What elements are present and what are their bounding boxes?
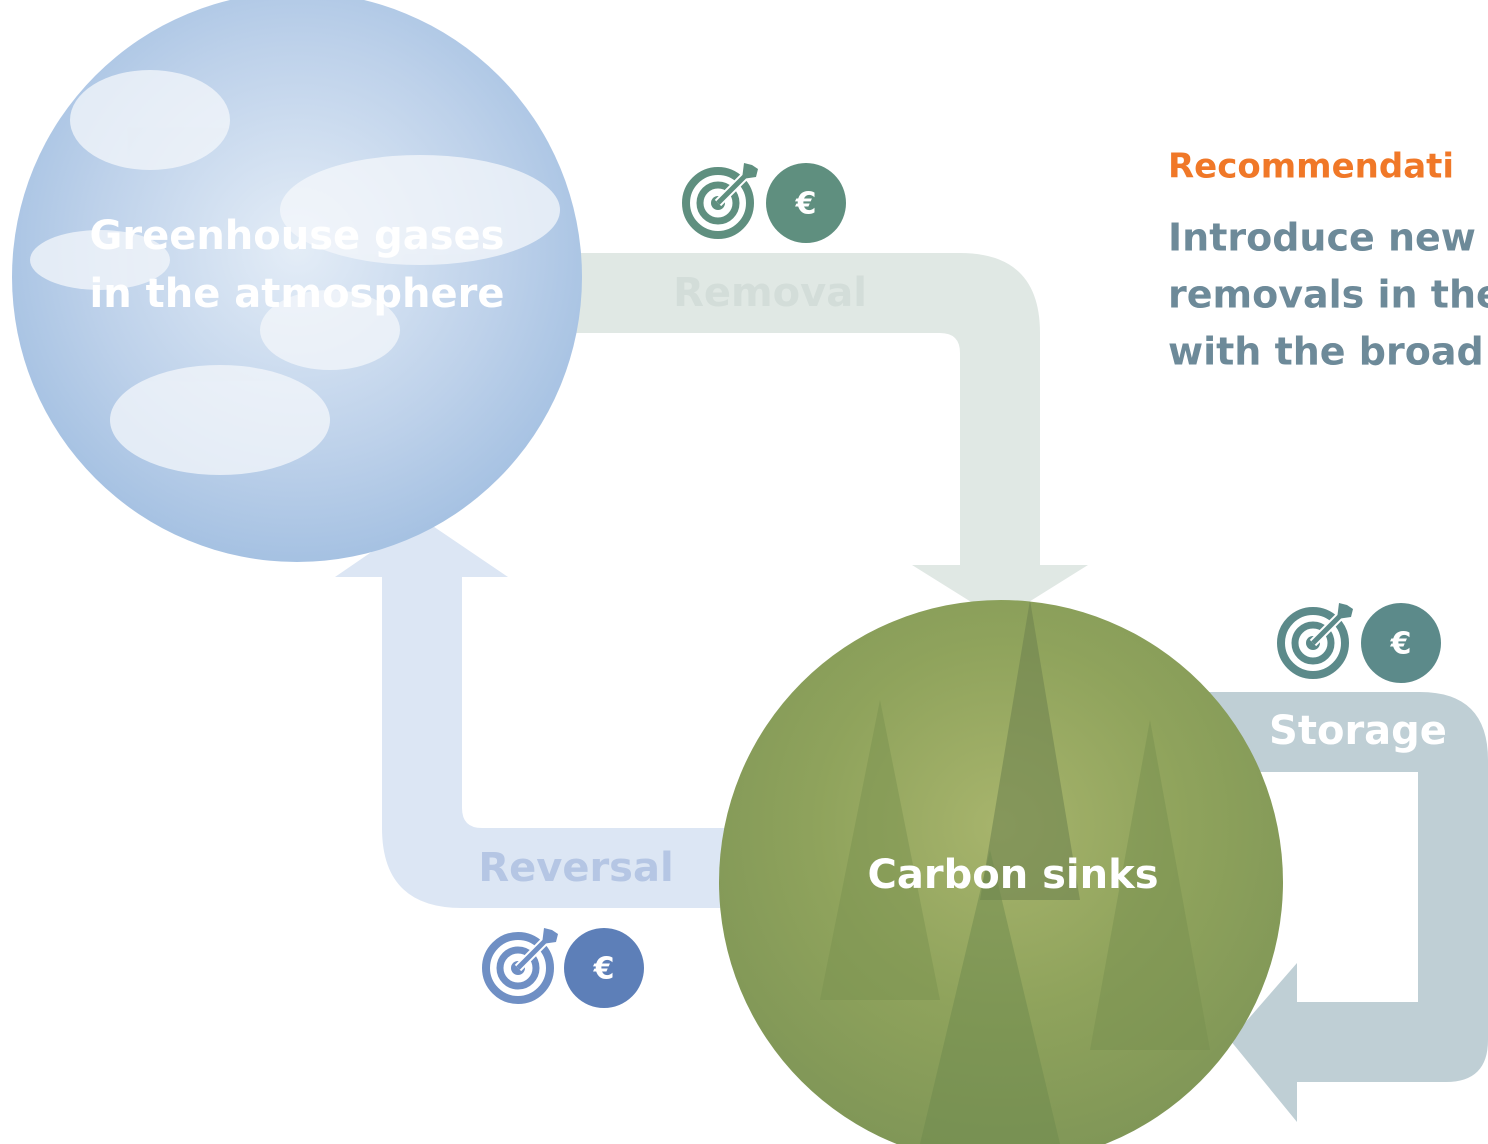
target-fletch — [542, 928, 558, 944]
recommendation-line: with the broad — [1168, 330, 1484, 374]
target-ring — [1291, 621, 1335, 665]
target-icon — [482, 928, 558, 1004]
atmosphere-node: Greenhouse gases in the atmosphere — [12, 0, 582, 562]
recommendation-line: removals in the — [1168, 273, 1488, 317]
trees — [820, 600, 1210, 1144]
target-icon — [682, 163, 758, 239]
euro-badge — [766, 163, 846, 243]
target-icon — [1277, 603, 1353, 679]
node-label: Carbon sinks — [868, 852, 1159, 898]
target-ring — [496, 946, 540, 990]
icons: € € € — [482, 163, 1441, 1008]
target-ring — [696, 181, 740, 225]
target-ring — [682, 167, 754, 239]
removal-arrow — [560, 253, 1088, 620]
reversal-arrow — [335, 518, 730, 908]
recommendation-heading: Recommendati — [1168, 147, 1454, 187]
storage-arrow — [1200, 692, 1488, 1122]
euro-sign: € — [1390, 627, 1412, 662]
target-ring — [1277, 607, 1349, 679]
sinks-node: Carbon sinks — [719, 600, 1283, 1144]
target-fletch — [742, 163, 758, 179]
recommendation-line: Introduce new — [1168, 216, 1476, 260]
target-fletch — [1337, 603, 1353, 619]
euro-sign: € — [795, 187, 817, 222]
euro-sign: € — [593, 952, 615, 987]
euro-badge — [1361, 603, 1441, 683]
clouds — [30, 70, 560, 475]
node-label: Greenhouse gases — [90, 213, 505, 259]
flow-label: Reversal — [478, 845, 673, 891]
node-label: in the atmosphere — [90, 271, 505, 317]
flow-label: Storage — [1269, 708, 1447, 754]
euro-badge — [564, 928, 644, 1008]
target-ring — [482, 932, 554, 1004]
flow-label: Removal — [673, 270, 867, 316]
